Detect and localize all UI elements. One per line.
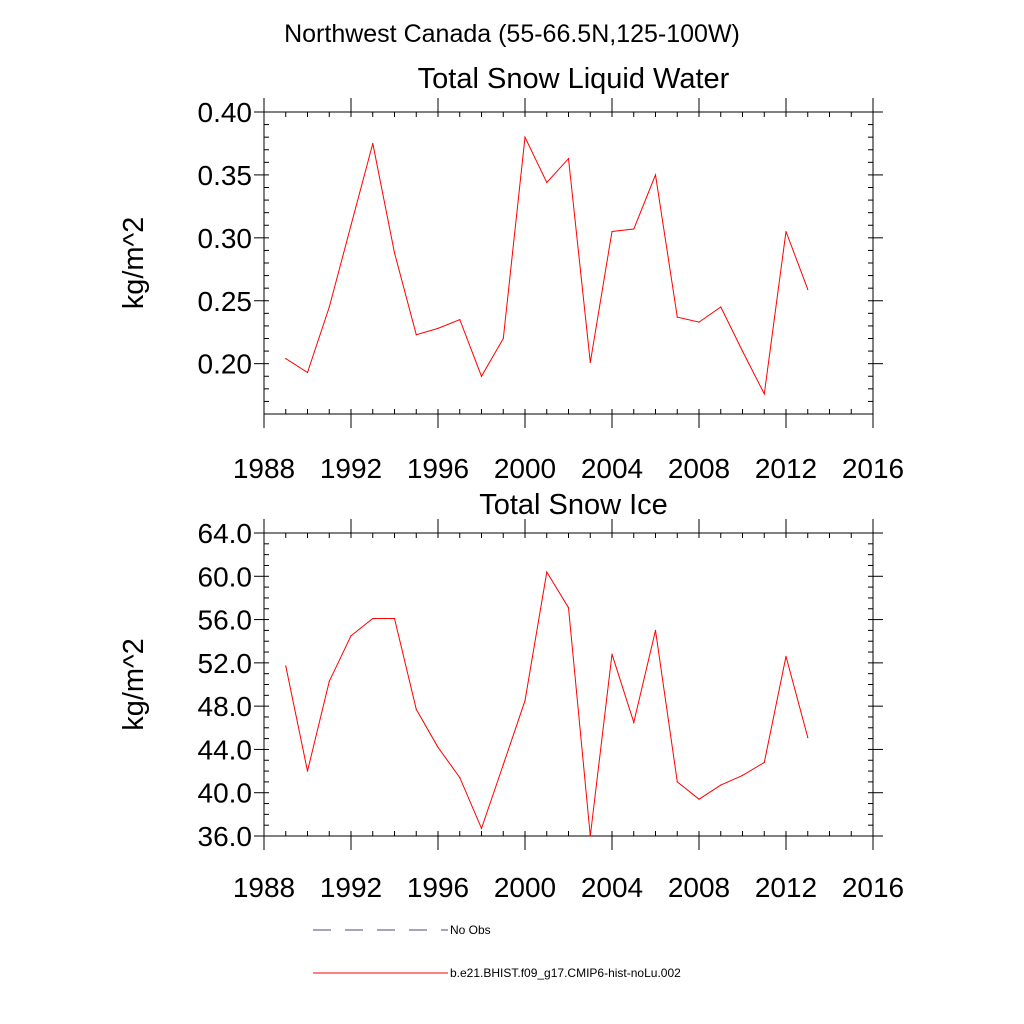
- data-point: [633, 228, 635, 230]
- y-tick-label: 52.0: [198, 648, 253, 679]
- data-point: [480, 375, 483, 377]
- y-tick-label: 40.0: [198, 778, 253, 809]
- data-point: [589, 361, 591, 364]
- y-tick-label: 48.0: [198, 691, 253, 722]
- data-point: [393, 617, 396, 620]
- y-tick-label: 0.20: [198, 349, 253, 380]
- panel-1: Total Snow Liquid Water kg/m^2 1988 1992 199…: [118, 63, 904, 484]
- data-point: [459, 319, 461, 321]
- data-point: [524, 700, 526, 702]
- y-tick-label: 44.0: [198, 734, 253, 765]
- plot-frame: [263, 532, 874, 837]
- data-point: [807, 288, 809, 291]
- data-point: [763, 393, 765, 395]
- data-point: [741, 350, 744, 352]
- y-tick-label: 0.40: [198, 97, 253, 128]
- x-tick-label: 1992: [320, 453, 382, 484]
- x-tick-label: 2000: [494, 453, 556, 484]
- data-point: [328, 680, 330, 682]
- data-point: [611, 653, 613, 655]
- x-tick-label: 2012: [755, 453, 817, 484]
- data-point: [546, 571, 548, 573]
- y-tick-label: 60.0: [198, 561, 253, 592]
- y-tick-label: 64.0: [198, 518, 253, 549]
- data-point: [306, 770, 309, 772]
- data-point: [372, 617, 374, 620]
- data-point: [393, 252, 396, 254]
- data-point: [502, 763, 504, 766]
- x-tick-label: 2008: [668, 872, 730, 903]
- data-point: [437, 746, 439, 748]
- x-tick-label: 1996: [407, 872, 469, 903]
- x-tick-label: 2016: [842, 872, 904, 903]
- data-point: [480, 827, 483, 830]
- panel-title: Total Snow Liquid Water: [418, 63, 730, 95]
- y-tick-label: 56.0: [198, 605, 253, 636]
- data-point: [698, 798, 700, 800]
- legend-label-model: b.e21.BHIST.f09_g17.CMIP6-hist-noLu.002: [450, 966, 681, 980]
- data-point: [546, 181, 548, 184]
- data-point: [741, 774, 744, 777]
- data-point: [372, 142, 374, 145]
- data-point: [285, 665, 287, 667]
- data-point: [328, 306, 330, 308]
- x-tick-label: 2004: [581, 872, 643, 903]
- data-point: [306, 371, 309, 374]
- data-point: [589, 835, 591, 837]
- data-point: [720, 784, 722, 786]
- x-tick-label: 1996: [407, 453, 469, 484]
- data-point: [567, 157, 570, 160]
- data-point: [437, 327, 439, 330]
- data-point: [350, 635, 352, 637]
- x-tick-label: 1988: [233, 453, 295, 484]
- plots-group: Total Snow Liquid Water kg/m^2 1988 1992 199…: [118, 63, 904, 903]
- y-tick-label: 0.25: [198, 286, 253, 317]
- data-point: [459, 776, 461, 779]
- series-line: [285, 570, 809, 837]
- data-point: [567, 607, 570, 609]
- x-tick-label: 2016: [842, 453, 904, 484]
- data-point: [524, 136, 526, 138]
- data-point: [654, 174, 657, 176]
- x-tick-label: 2004: [581, 453, 643, 484]
- data-point: [720, 306, 722, 308]
- data-point: [698, 321, 700, 323]
- data-point: [807, 736, 809, 739]
- data-point: [676, 316, 678, 318]
- x-tick-label: 1988: [233, 872, 295, 903]
- data-point: [415, 708, 417, 710]
- data-point: [611, 230, 613, 233]
- x-tick-label: 2012: [755, 872, 817, 903]
- x-tick-label: 2008: [668, 453, 730, 484]
- y-tick-label: 0.35: [198, 160, 253, 191]
- legend-label-no-obs: No Obs: [450, 923, 491, 937]
- series-line: [285, 135, 809, 396]
- y-axis-label: kg/m^2: [118, 638, 150, 731]
- y-axis-label: kg/m^2: [118, 217, 150, 310]
- data-point: [285, 358, 287, 360]
- y-tick-label: 0.30: [198, 223, 253, 254]
- panel-2: Total Snow Ice kg/m^2 1988 1992 1996 2000 2004…: [118, 489, 904, 903]
- y-tick-label: 36.0: [198, 821, 253, 852]
- x-tick-label: 2000: [494, 872, 556, 903]
- data-point: [415, 334, 417, 336]
- data-point: [350, 224, 352, 226]
- data-point: [785, 230, 787, 233]
- panel-title: Total Snow Ice: [479, 489, 668, 521]
- data-point: [633, 721, 635, 723]
- data-point: [785, 655, 787, 657]
- x-tick-label: 1992: [320, 872, 382, 903]
- data-point: [763, 761, 765, 764]
- data-point: [676, 781, 678, 783]
- data-point: [502, 337, 504, 340]
- data-point: [654, 629, 657, 631]
- legend: No Obs b.e21.BHIST.f09_g17.CMIP6-hist-no…: [313, 923, 681, 980]
- figure-suptitle: Northwest Canada (55-66.5N,125-100W): [284, 20, 740, 48]
